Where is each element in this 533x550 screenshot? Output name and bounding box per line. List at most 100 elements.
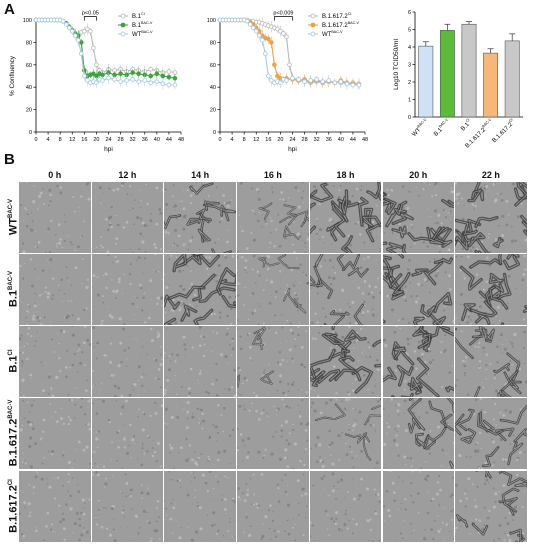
texture-speck (95, 246, 97, 249)
row-label-sup: BAC-V (7, 198, 14, 218)
texture-speck (26, 343, 29, 345)
texture-speck (362, 300, 366, 304)
texture-speck (142, 272, 144, 274)
data-point (250, 25, 256, 31)
texture-speck (207, 392, 211, 395)
texture-speck (362, 225, 365, 228)
texture-speck (397, 413, 399, 416)
texture-speck (269, 527, 271, 530)
micrograph-tile (164, 254, 236, 325)
micrograph-texture (455, 326, 527, 397)
texture-speck (130, 194, 132, 196)
texture-speck (70, 284, 73, 287)
texture-speck (194, 460, 198, 465)
texture-speck (70, 300, 73, 302)
texture-speck (83, 527, 85, 529)
texture-speck (358, 410, 362, 414)
texture-speck (71, 363, 75, 367)
texture-speck (48, 485, 52, 489)
cpe-highlight (354, 304, 363, 325)
texture-speck (407, 321, 410, 325)
texture-speck (334, 347, 335, 349)
texture-speck (344, 496, 346, 499)
texture-speck (88, 498, 91, 501)
texture-speck (48, 269, 50, 271)
texture-speck (500, 332, 502, 334)
texture-speck (169, 452, 172, 454)
data-point (302, 79, 307, 84)
texture-speck (279, 342, 281, 344)
texture-speck (139, 217, 142, 220)
texture-speck (371, 308, 373, 310)
texture-speck (94, 437, 99, 441)
cpe-highlight (364, 414, 382, 425)
texture-speck (340, 438, 342, 440)
texture-speck (65, 503, 68, 506)
texture-speck (70, 477, 72, 479)
texture-speck (22, 452, 24, 454)
texture-speck (386, 508, 390, 512)
texture-speck (165, 292, 167, 294)
micrograph-tile (237, 471, 309, 542)
texture-speck (501, 214, 505, 218)
cpe-highlight (294, 299, 306, 313)
data-point (118, 71, 123, 77)
texture-speck (77, 490, 80, 494)
texture-speck (93, 384, 95, 387)
texture-speck (284, 448, 288, 452)
texture-speck (113, 374, 116, 376)
texture-speck (73, 459, 76, 462)
texture-speck (226, 314, 230, 318)
texture-speck (251, 406, 252, 408)
texture-speck (221, 217, 224, 220)
texture-speck (141, 346, 144, 348)
texture-speck (287, 532, 291, 536)
texture-speck (302, 201, 304, 204)
confluency-chart-b1: 0 4 8 12 16 20 24 28 32 36 40 44 48020406080100hpi% … (9, 11, 184, 153)
texture-speck (119, 490, 121, 492)
texture-speck (511, 342, 514, 345)
texture-speck (298, 404, 300, 407)
texture-speck (253, 391, 255, 394)
cpe-highlight (363, 432, 371, 460)
texture-speck (31, 220, 34, 223)
texture-speck (243, 499, 247, 502)
texture-speck (250, 232, 253, 234)
micrograph-tile (309, 471, 382, 542)
texture-speck (131, 385, 133, 387)
texture-speck (196, 407, 200, 410)
texture-speck (74, 266, 78, 270)
texture-speck (406, 456, 409, 459)
texture-speck (21, 351, 25, 355)
texture-speck (34, 442, 38, 446)
texture-speck (32, 317, 36, 321)
texture-speck (409, 494, 412, 497)
texture-speck (478, 341, 481, 345)
texture-speck (390, 450, 392, 452)
texture-speck (520, 202, 523, 205)
texture-speck (254, 213, 257, 215)
texture-speck (117, 429, 120, 432)
texture-speck (505, 200, 509, 203)
texture-speck (457, 391, 459, 393)
texture-speck (346, 527, 349, 530)
texture-speck (382, 442, 386, 447)
texture-speck (296, 479, 300, 483)
texture-speck (186, 410, 190, 414)
texture-speck (440, 278, 442, 280)
texture-speck (457, 435, 459, 437)
texture-speck (489, 231, 491, 233)
texture-speck (291, 382, 295, 387)
texture-speck (373, 411, 375, 413)
texture-speck (142, 236, 144, 238)
texture-speck (470, 378, 472, 379)
texture-speck (374, 431, 376, 433)
texture-speck (67, 480, 70, 483)
texture-speck (303, 463, 306, 467)
texture-speck (183, 343, 187, 346)
texture-speck (150, 298, 152, 300)
texture-speck (426, 208, 428, 210)
texture-speck (145, 224, 148, 227)
texture-speck (471, 246, 475, 249)
texture-speck (146, 512, 148, 514)
